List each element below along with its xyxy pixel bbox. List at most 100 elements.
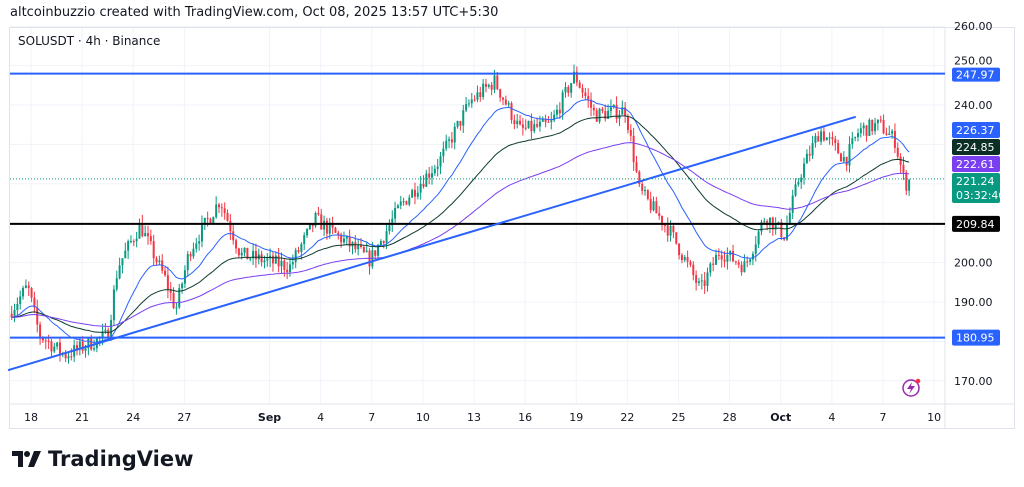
candle-body xyxy=(686,257,689,262)
candle-body xyxy=(183,270,186,284)
candle-body xyxy=(342,238,345,243)
candle-body xyxy=(788,212,791,224)
candle-body xyxy=(754,244,757,254)
candle-body xyxy=(567,87,570,93)
candle-body xyxy=(839,153,842,162)
candle-body xyxy=(411,189,414,198)
candle-body xyxy=(510,103,513,120)
candle-body xyxy=(635,162,638,172)
candle-body xyxy=(459,121,462,126)
candle-body xyxy=(360,245,363,247)
candle-body xyxy=(805,153,808,164)
candle-body xyxy=(175,307,178,309)
candle-body xyxy=(899,156,902,165)
candle-body xyxy=(575,71,578,83)
candle-body xyxy=(405,201,408,205)
candle-body xyxy=(189,254,192,257)
lightning-icon[interactable] xyxy=(902,379,920,397)
last-price-badge-text: 221.24 xyxy=(956,175,995,188)
candle-body xyxy=(206,217,209,219)
candle-body xyxy=(712,263,715,265)
candle-body xyxy=(30,287,33,298)
candle-body xyxy=(791,195,794,213)
candle-body xyxy=(533,124,536,132)
attribution-text: altcoinbuzzio created with TradingView.c… xyxy=(10,5,499,20)
candle-body xyxy=(874,123,877,132)
candle-body xyxy=(751,253,754,260)
candle-body xyxy=(155,258,158,263)
candle-body xyxy=(115,278,118,290)
candle-body xyxy=(121,258,124,266)
candle-body xyxy=(422,183,425,187)
candle-body xyxy=(800,177,803,183)
candle-body xyxy=(470,99,473,104)
candle-body xyxy=(888,133,891,135)
candle-body xyxy=(837,142,840,154)
candle-body xyxy=(541,119,544,122)
candle-body xyxy=(547,121,550,123)
candle-body xyxy=(209,218,212,223)
candle-body xyxy=(859,128,862,134)
candle-body xyxy=(717,254,720,256)
candle-body xyxy=(260,254,263,263)
candle-body xyxy=(876,119,879,124)
candle-body xyxy=(536,124,539,127)
candle-body xyxy=(377,244,380,256)
candle-body xyxy=(462,110,465,126)
price-tick-label: 170.00 xyxy=(954,375,993,388)
candle-body xyxy=(609,107,612,111)
candle-body xyxy=(683,257,686,261)
candle-body xyxy=(391,218,394,226)
candle-body xyxy=(16,303,19,311)
candle-body xyxy=(587,95,590,100)
candle-body xyxy=(76,345,79,350)
candle-body xyxy=(147,233,150,237)
candle-body xyxy=(842,156,845,162)
candle-body xyxy=(382,241,385,243)
candle-body xyxy=(641,183,644,191)
candle-body xyxy=(198,241,201,244)
candle-body xyxy=(169,289,172,293)
candle-body xyxy=(652,201,655,211)
candle-body xyxy=(379,241,382,245)
time-tick-label: 4 xyxy=(317,411,324,424)
candle-body xyxy=(604,111,607,119)
candle-body xyxy=(513,119,516,125)
level-price-badge-text: 247.97 xyxy=(956,69,995,82)
candle-body xyxy=(158,260,161,263)
candle-body xyxy=(317,212,320,215)
candle-body xyxy=(530,120,533,132)
time-tick-label: 22 xyxy=(620,411,634,424)
candle-body xyxy=(737,262,740,265)
candle-body xyxy=(64,353,67,359)
candle-body xyxy=(638,171,641,184)
candle-body xyxy=(246,247,249,260)
candle-body xyxy=(519,120,522,125)
candle-body xyxy=(431,173,434,178)
candle-body xyxy=(516,120,519,125)
candle-body xyxy=(629,129,632,136)
candle-body xyxy=(626,116,629,130)
candle-body xyxy=(763,221,766,223)
candle-body xyxy=(53,346,56,352)
candle-body xyxy=(433,168,436,174)
tradingview-logo[interactable]: TradingView xyxy=(12,447,193,471)
candle-body xyxy=(294,250,297,263)
candle-body xyxy=(820,131,823,142)
moving-average-line xyxy=(11,115,910,333)
candle-body xyxy=(354,242,357,250)
candle-body xyxy=(388,225,391,232)
candle-body xyxy=(280,260,283,267)
candle-body xyxy=(263,260,266,263)
candle-body xyxy=(300,244,303,252)
candle-body xyxy=(646,190,649,199)
candle-body xyxy=(862,125,865,129)
candle-body xyxy=(396,205,399,209)
candle-body xyxy=(445,140,448,149)
candle-body xyxy=(13,310,16,318)
candle-body xyxy=(757,231,760,245)
candle-body xyxy=(362,246,365,253)
candle-body xyxy=(706,272,709,286)
time-tick-label: 28 xyxy=(723,411,737,424)
